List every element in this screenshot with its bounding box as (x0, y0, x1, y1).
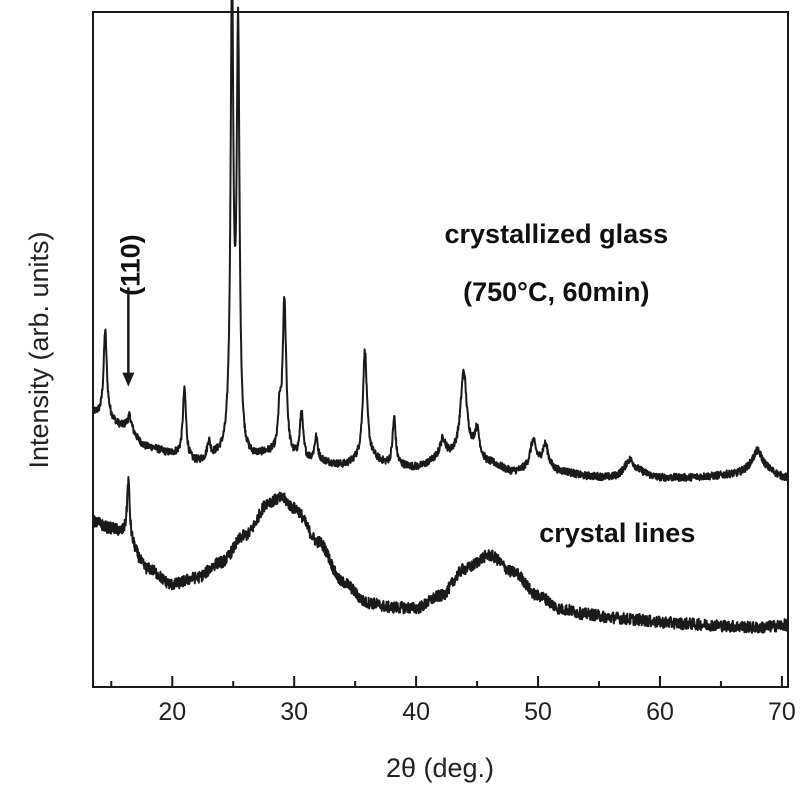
y-axis-label: Intensity (arb. units) (24, 231, 54, 468)
annotation-0-text: crystallized glass (445, 219, 669, 249)
x-tick-label: 40 (402, 698, 430, 726)
x-tick-label: 20 (158, 698, 186, 726)
x-tick-label: 60 (646, 698, 674, 726)
annotation-1-text: (750°C, 60min) (463, 277, 649, 307)
annotation-3-text: (110) (115, 234, 145, 296)
x-tick-label: 50 (524, 698, 552, 726)
plot-frame (92, 11, 789, 688)
x-axis-ticks (110, 676, 783, 687)
annotations-group: crystallized glass (750°C, 60min) crystal … (115, 219, 695, 548)
annotation-arrow-head (122, 372, 135, 387)
x-tick-label: 30 (280, 698, 308, 726)
annotation-2-text: crystal lines (539, 518, 695, 548)
x-axis-tick-labels: 20 30 40 50 60 70 (158, 698, 795, 726)
series-line-crystal-lines (92, 476, 789, 634)
series-line-crystallized-glass (92, 0, 789, 482)
x-tick-label: 70 (768, 698, 796, 726)
series-group (92, 0, 789, 634)
x-axis-label: 2θ (deg.) (386, 753, 494, 783)
